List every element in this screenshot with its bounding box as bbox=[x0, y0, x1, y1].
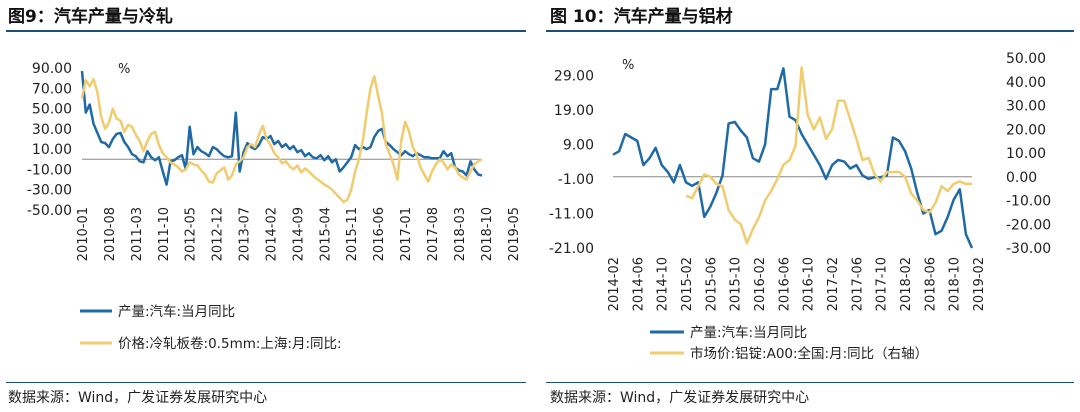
x-tick-label: 2018-10 bbox=[480, 207, 495, 261]
y-left-tick-label: 29.00 bbox=[554, 68, 594, 84]
chart-aluminum-canvas: % 29.00 19.00 9.00 -1.00 -11.00 -21.00 50.00 40.… bbox=[549, 51, 1051, 362]
source-rule bbox=[546, 382, 1074, 383]
y-left-tick-label: 19.00 bbox=[554, 103, 594, 119]
y-left-tick-label: -21.00 bbox=[549, 241, 594, 257]
x-tick-label: 2016-06 bbox=[777, 257, 792, 311]
legend-label: 产量:汽车:当月同比 bbox=[118, 303, 235, 320]
x-tick-label: 2017-08 bbox=[426, 207, 441, 261]
chart-steel-canvas: % 90.00 70.00 50.00 30.00 10.00 -10.00 -30.00 -5… bbox=[27, 61, 522, 352]
y-right-tick-label: -30.00 bbox=[1006, 241, 1051, 257]
legend-label: 产量:汽车:当月同比 bbox=[690, 324, 807, 341]
series-line-aluminum-price bbox=[685, 66, 972, 245]
x-tick-label: 2010-08 bbox=[103, 207, 118, 261]
y-tick-label: -30.00 bbox=[27, 183, 72, 199]
x-tick-label: 2015-10 bbox=[729, 257, 744, 311]
x-tick-label: 2016-10 bbox=[802, 257, 817, 311]
x-tick-label: 2017-01 bbox=[399, 207, 414, 261]
source-rule bbox=[6, 382, 526, 383]
x-tick-label: 2013-07 bbox=[238, 207, 253, 261]
x-tick-label: 2016-02 bbox=[753, 257, 768, 311]
x-tick-label: 2018-10 bbox=[948, 257, 963, 311]
y-right-tick-label: 0.00 bbox=[1006, 170, 1037, 186]
chart-title: 图9：汽车产量与冷轧 bbox=[8, 7, 173, 27]
series-line-auto-output bbox=[612, 67, 974, 249]
legend-label: 市场价:铝锭:A00:全国:月:同比（右轴） bbox=[690, 345, 928, 362]
y-left-tick-label: -11.00 bbox=[549, 206, 594, 222]
x-tick-label: 2018-02 bbox=[899, 257, 914, 311]
y-right-tick-label: 20.00 bbox=[1006, 122, 1046, 138]
x-tick-label: 2017-10 bbox=[875, 257, 890, 311]
y-tick-label: 50.00 bbox=[32, 102, 72, 118]
x-tick-label: 2011-03 bbox=[130, 207, 145, 261]
y-tick-label: -50.00 bbox=[27, 203, 72, 219]
x-tick-label: 2017-02 bbox=[826, 257, 841, 311]
y-right-tick-label: 40.00 bbox=[1006, 75, 1046, 91]
y-right-tick-label: 50.00 bbox=[1006, 51, 1046, 67]
x-tick-label: 2016-06 bbox=[372, 207, 387, 261]
chart-title: 图 10：汽车产量与铝材 bbox=[550, 7, 733, 27]
y-right-tick-label: -10.00 bbox=[1006, 194, 1051, 210]
legend-label: 价格:冷轧板卷:0.5mm:上海:月:同比: bbox=[118, 336, 342, 352]
series-line-cold-rolled-price bbox=[80, 74, 483, 204]
y-right-tick-label: 30.00 bbox=[1006, 99, 1046, 115]
x-tick-label: 2014-10 bbox=[656, 257, 671, 311]
y-tick-label: -10.00 bbox=[27, 162, 72, 178]
unit-label: % bbox=[622, 58, 634, 73]
x-tick-label: 2015-11 bbox=[345, 207, 360, 261]
x-tick-label: 2010-01 bbox=[76, 207, 91, 261]
x-tick-label: 2014-02 bbox=[264, 207, 279, 261]
y-right-tick-label: 10.00 bbox=[1006, 146, 1046, 162]
source-note: 数据来源：Wind，广发证券发展研究中心 bbox=[550, 390, 810, 406]
y-left-tick-label: 9.00 bbox=[563, 137, 594, 153]
chart-panel-aluminum: 图 10：汽车产量与铝材 % 29.00 19.00 9.00 -1.00 -11.00 -… bbox=[540, 0, 1080, 412]
y-tick-label: 90.00 bbox=[32, 61, 72, 77]
title-rule bbox=[6, 30, 526, 32]
y-tick-label: 10.00 bbox=[32, 142, 72, 158]
x-tick-label: 2019-05 bbox=[507, 207, 522, 261]
chart-panel-steel: 图9：汽车产量与冷轧 % 90.00 70.00 50.00 30.00 10.00 -10… bbox=[0, 0, 532, 412]
x-tick-label: 2015-02 bbox=[680, 257, 695, 311]
x-tick-label: 2015-06 bbox=[704, 257, 719, 311]
y-tick-label: 30.00 bbox=[32, 122, 72, 138]
x-tick-label: 2014-02 bbox=[607, 257, 622, 311]
x-tick-label: 2014-09 bbox=[291, 207, 306, 261]
x-tick-label: 2017-06 bbox=[850, 257, 865, 311]
x-tick-label: 2018-06 bbox=[923, 257, 938, 311]
x-tick-label: 2015-04 bbox=[318, 207, 333, 261]
y-right-tick-label: -20.00 bbox=[1006, 217, 1051, 233]
x-tick-label: 2012-12 bbox=[211, 207, 226, 261]
title-rule bbox=[546, 30, 1074, 32]
unit-label: % bbox=[118, 62, 130, 77]
y-tick-label: 70.00 bbox=[32, 81, 72, 97]
x-tick-label: 2018-03 bbox=[453, 207, 468, 261]
x-tick-label: 2011-10 bbox=[157, 207, 172, 261]
x-tick-label: 2019-02 bbox=[972, 257, 987, 311]
y-left-tick-label: -1.00 bbox=[558, 172, 594, 188]
x-tick-label: 2012-05 bbox=[184, 207, 199, 261]
source-note: 数据来源：Wind，广发证券发展研究中心 bbox=[8, 390, 268, 406]
x-tick-label: 2014-06 bbox=[631, 257, 646, 311]
